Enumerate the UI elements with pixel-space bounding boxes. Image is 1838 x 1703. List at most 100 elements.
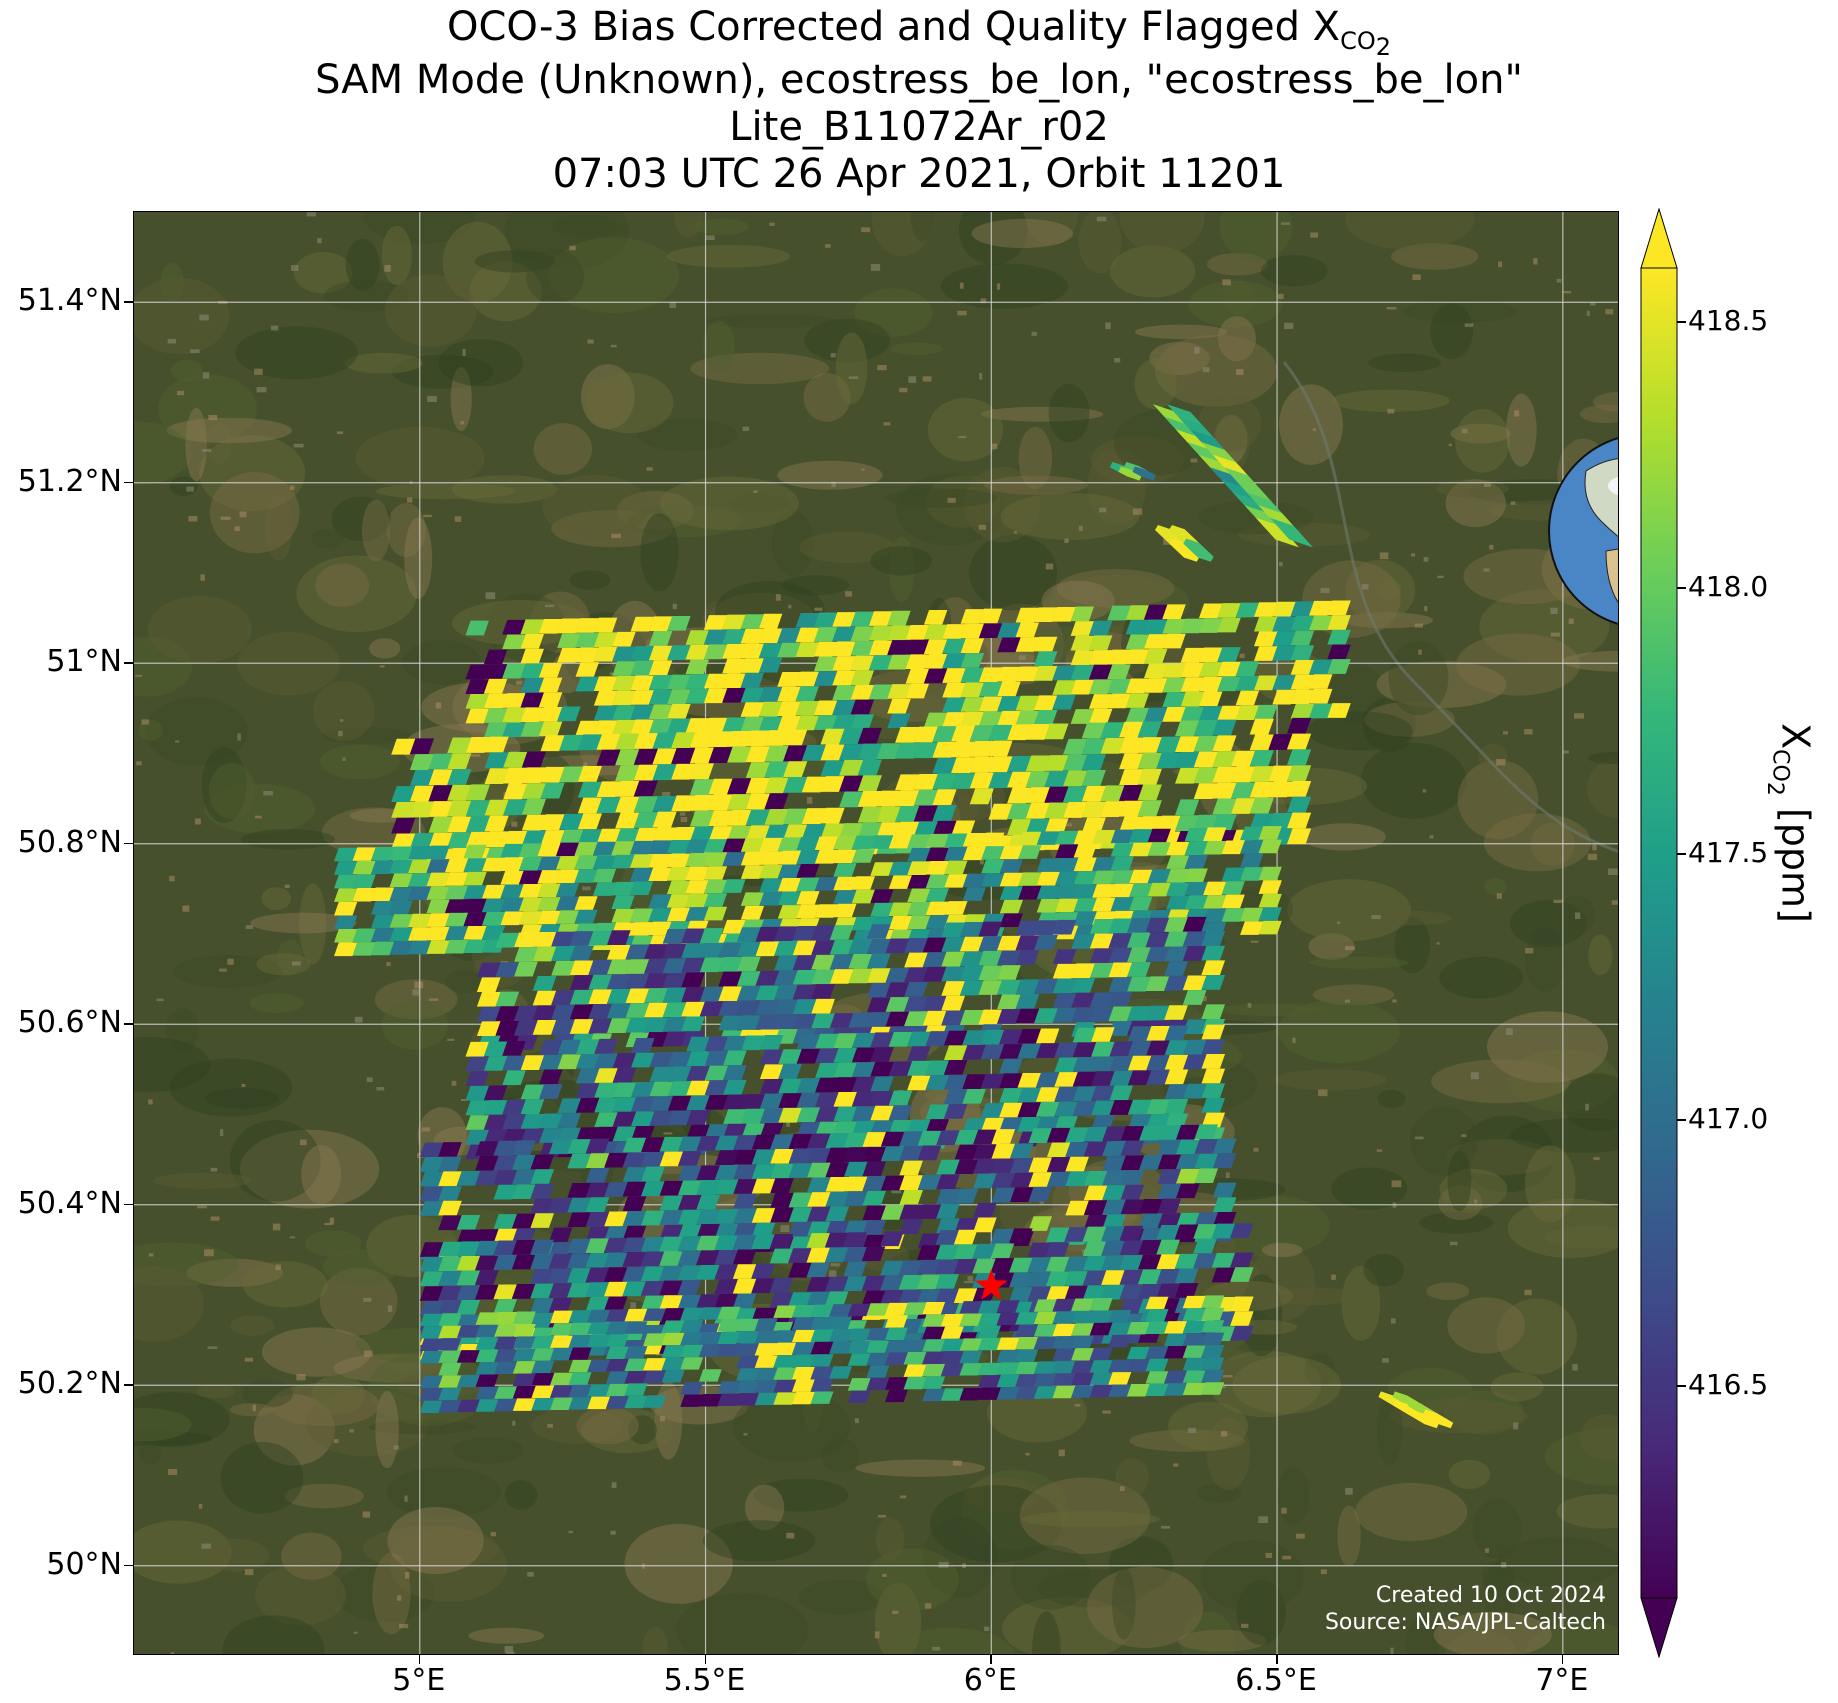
sounding-cell	[788, 1148, 813, 1164]
sounding-cell	[567, 1238, 591, 1254]
sounding-cell	[815, 1107, 839, 1122]
sounding-cell	[511, 1155, 536, 1170]
sounding-cell	[866, 1365, 890, 1378]
sounding-cell	[722, 852, 746, 866]
sounding-cell	[962, 873, 986, 888]
sounding-cell	[745, 793, 770, 810]
sounding-cell	[502, 1099, 526, 1115]
sounding-cell	[843, 1246, 867, 1262]
sounding-cell	[648, 894, 672, 909]
sounding-cell	[1290, 674, 1315, 690]
sounding-cell	[888, 1105, 913, 1120]
sounding-cell	[844, 1147, 868, 1162]
sounding-cell	[1034, 978, 1058, 994]
sounding-cell	[1089, 962, 1114, 978]
sounding-cell	[622, 1211, 647, 1226]
sounding-cell	[1015, 622, 1040, 638]
sounding-cell	[851, 1120, 876, 1136]
sounding-cell	[922, 1339, 946, 1352]
sounding-cell	[1045, 1227, 1070, 1243]
sounding-cell	[788, 1262, 812, 1278]
sounding-cell	[500, 857, 524, 871]
sounding-cell	[1015, 1361, 1039, 1375]
sounding-cell	[1101, 1270, 1125, 1285]
sounding-cell	[465, 679, 489, 694]
sounding-cell	[667, 1081, 692, 1096]
sounding-cell	[475, 1155, 499, 1171]
sounding-cell	[1174, 1283, 1199, 1298]
sounding-cell	[585, 1267, 610, 1283]
sounding-cell	[1127, 1070, 1152, 1086]
sounding-cell	[736, 1368, 760, 1381]
sounding-cell	[530, 1268, 554, 1284]
sounding-cell	[1212, 1211, 1237, 1227]
sounding-cell	[783, 729, 808, 746]
sounding-cell	[1027, 1257, 1052, 1272]
sounding-cell	[1156, 1239, 1180, 1255]
sounding-cell	[426, 926, 450, 941]
sounding-cell	[1145, 1309, 1169, 1322]
sounding-cell	[659, 1180, 684, 1196]
sounding-cell	[811, 984, 835, 999]
sounding-cell	[806, 1247, 831, 1263]
sounding-cell	[686, 1036, 710, 1052]
sounding-cell	[559, 813, 584, 830]
sounding-cell	[1180, 662, 1205, 678]
sounding-cell	[678, 1209, 702, 1225]
map-panel[interactable]	[133, 211, 1619, 1655]
sounding-cell	[475, 1141, 499, 1156]
sounding-cell	[334, 861, 358, 875]
sounding-cell	[868, 625, 893, 641]
sounding-cell	[1157, 1183, 1182, 1199]
sounding-cell	[703, 644, 728, 660]
sounding-cell	[941, 995, 966, 1011]
sounding-cell	[876, 806, 901, 823]
sounding-cell	[1286, 717, 1312, 734]
sounding-cell	[555, 896, 580, 911]
sounding-cell	[1009, 1228, 1033, 1244]
lon-tick-label: 7°E	[1535, 1663, 1589, 1698]
sounding-cell	[899, 1204, 923, 1220]
sounding-cell	[1198, 662, 1223, 677]
sounding-cell	[594, 1126, 618, 1142]
sounding-cell	[723, 1123, 747, 1139]
sounding-cell	[997, 681, 1021, 697]
sounding-cell	[722, 919, 746, 934]
sounding-cell	[444, 912, 469, 927]
sounding-cell	[1082, 1285, 1107, 1301]
sounding-cell	[659, 1280, 683, 1296]
sounding-cell	[428, 801, 453, 817]
sounding-cell	[844, 1161, 868, 1177]
sounding-cell	[870, 902, 894, 917]
sounding-cell	[371, 887, 395, 902]
sounding-cell	[592, 882, 617, 896]
sounding-cell	[426, 872, 450, 887]
sounding-cell	[1025, 802, 1050, 819]
sounding-cell	[1072, 1057, 1097, 1072]
sounding-cell	[723, 1065, 747, 1080]
sounding-cell	[887, 684, 911, 699]
sounding-cell	[484, 799, 509, 816]
sounding-cell	[810, 1341, 834, 1355]
sounding-cell	[438, 1256, 462, 1272]
sounding-cell	[778, 1049, 802, 1064]
sounding-cell	[996, 1337, 1020, 1350]
sounding-cell	[419, 1338, 443, 1351]
sounding-cell	[1212, 1182, 1237, 1198]
sounding-cell	[476, 977, 501, 992]
sounding-cell	[1054, 1101, 1078, 1117]
sounding-cell	[792, 969, 817, 985]
sounding-cell	[463, 844, 487, 859]
sounding-cell	[606, 959, 631, 975]
sounding-cell	[612, 719, 636, 735]
sounding-cell	[465, 708, 489, 724]
sounding-cell	[904, 967, 928, 983]
sounding-cell	[806, 1262, 831, 1278]
sounding-cell	[978, 1387, 1001, 1400]
sounding-cell	[745, 825, 770, 842]
sounding-cell	[887, 713, 911, 729]
sounding-cell	[1110, 897, 1134, 911]
sounding-cell	[1272, 689, 1296, 705]
sounding-cell	[907, 834, 931, 848]
sounding-cell	[667, 1110, 692, 1126]
